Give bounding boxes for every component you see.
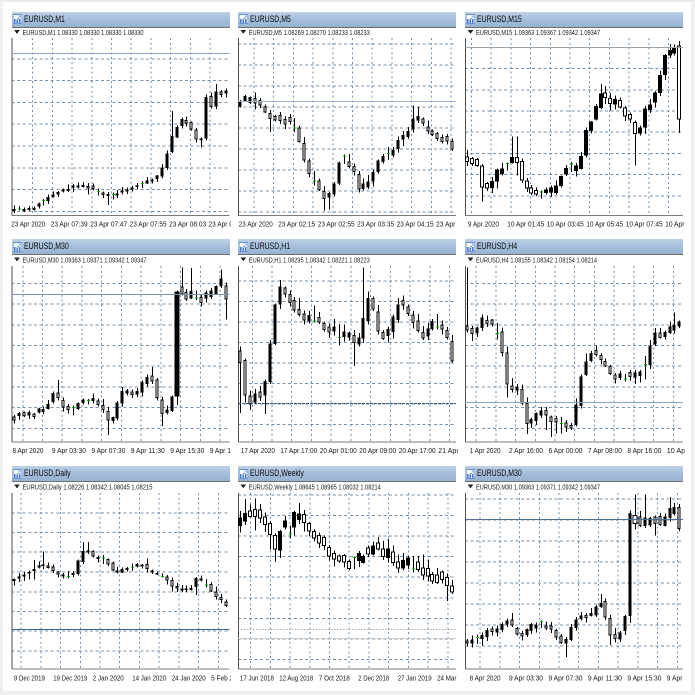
svg-text:9 Apr 15:30: 9 Apr 15:30 <box>627 676 661 683</box>
svg-text:20 Apr 09:00: 20 Apr 09:00 <box>359 448 396 455</box>
svg-text:EURUSD,M30 1.09363 1.09371 1.: EURUSD,M30 1.09363 1.09371 1.09342 1.093… <box>476 483 600 492</box>
svg-text:9 Apr 07:30: 9 Apr 07:30 <box>91 448 125 455</box>
svg-text:7 Oct 2018: 7 Oct 2018 <box>319 676 350 683</box>
svg-text:19 Dec 2019: 19 Dec 2019 <box>53 676 87 683</box>
svg-text:23 Apr 08:03: 23 Apr 08:03 <box>169 222 206 229</box>
svg-text:EURUSD,Weekly 1.08645 1.08965: EURUSD,Weekly 1.08645 1.08965 1.08032 1.… <box>249 483 381 492</box>
svg-text:9 Apr 15:30: 9 Apr 15:30 <box>170 448 204 455</box>
svg-text:9 Apr 03:30: 9 Apr 03:30 <box>52 448 86 455</box>
svg-text:10 Apr 03:45: 10 Apr 03:45 <box>547 222 584 229</box>
svg-text:2 Apr 16:00: 2 Apr 16:00 <box>509 448 543 455</box>
svg-text:24 Mar 20: 24 Mar 20 <box>437 676 465 683</box>
svg-text:23 Apr 2020: 23 Apr 2020 <box>11 222 45 229</box>
svg-text:2 Jan 2020: 2 Jan 2020 <box>93 676 124 683</box>
svg-text:23 Apr 02:55: 23 Apr 02:55 <box>318 222 355 229</box>
svg-text:10 Apr 01:45: 10 Apr 01:45 <box>507 222 544 229</box>
svg-text:9 Apr 19: 9 Apr 19 <box>667 676 692 683</box>
svg-text:23 Apr 04:15: 23 Apr 04:15 <box>397 222 434 229</box>
svg-text:8 Apr 2020: 8 Apr 2020 <box>13 448 44 455</box>
svg-text:10 Apr 05:45: 10 Apr 05:45 <box>586 222 623 229</box>
svg-text:9 Dec 2019: 9 Dec 2019 <box>14 676 45 683</box>
svg-text:EURUSD,M30 1.09363 1.09371 1.: EURUSD,M30 1.09363 1.09371 1.09342 1.093… <box>23 256 147 265</box>
svg-text:23 Apr 07:39: 23 Apr 07:39 <box>51 222 88 229</box>
svg-text:5 Feb 2: 5 Feb 2 <box>211 676 233 683</box>
svg-text:EURUSD,M15 1.09363 1.09367 1.: EURUSD,M15 1.09363 1.09367 1.09342 1.093… <box>476 28 600 37</box>
svg-text:23 Apr 2020: 23 Apr 2020 <box>239 222 273 229</box>
svg-text:EURUSD,H4 1.08155 1.08342 1.0: EURUSD,H4 1.08155 1.08342 1.08154 1.0821… <box>476 256 597 265</box>
svg-text:24 Jan 2020: 24 Jan 2020 <box>172 676 206 683</box>
svg-text:23 Apr 0: 23 Apr 0 <box>436 222 461 229</box>
svg-text:EURUSD,Daily 1.08226 1.08342: EURUSD,Daily 1.08226 1.08342 1.08045 1.0… <box>23 483 153 492</box>
svg-text:17 Jun 2018: 17 Jun 2018 <box>240 676 274 683</box>
svg-text:20 Apr 01:00: 20 Apr 01:00 <box>320 448 357 455</box>
svg-text:1 Apr 2020: 1 Apr 2020 <box>470 448 501 455</box>
svg-text:EURUSD,M5 1.08269 1.08270 1.0: EURUSD,M5 1.08269 1.08270 1.08233 1.0823… <box>249 28 370 37</box>
svg-text:23 Apr 02:15: 23 Apr 02:15 <box>278 222 315 229</box>
svg-text:12 Aug 2018: 12 Aug 2018 <box>279 676 313 683</box>
svg-text:9 Apr 07:30: 9 Apr 07:30 <box>549 676 583 683</box>
svg-text:23 Apr 07:55: 23 Apr 07:55 <box>130 222 167 229</box>
svg-text:6 Apr 00:00: 6 Apr 00:00 <box>549 448 583 455</box>
svg-text:7 Apr 08:00: 7 Apr 08:00 <box>588 448 622 455</box>
svg-text:21 Apr (: 21 Apr ( <box>438 448 464 455</box>
svg-text:10 Apr 0: 10 Apr 0 <box>665 222 690 229</box>
svg-text:23 Apr 08: 23 Apr 08 <box>209 222 237 229</box>
svg-text:8 Apr 2020: 8 Apr 2020 <box>470 676 501 683</box>
svg-text:8 Apr 16:00: 8 Apr 16:00 <box>627 448 661 455</box>
svg-text:9 Apr 2020: 9 Apr 2020 <box>468 222 499 229</box>
svg-text:14 Jan 2020: 14 Jan 2020 <box>132 676 166 683</box>
svg-text:23 Apr 03:35: 23 Apr 03:35 <box>357 222 394 229</box>
svg-text:20 Apr 17:00: 20 Apr 17:00 <box>399 448 436 455</box>
svg-text:10 Apr 07:45: 10 Apr 07:45 <box>626 222 663 229</box>
svg-text:9 Apr 11:30: 9 Apr 11:30 <box>131 448 165 455</box>
svg-text:17 Apr 17:00: 17 Apr 17:00 <box>280 448 317 455</box>
svg-text:EURUSD,H1 1.08295 1.08342 1.0: EURUSD,H1 1.08295 1.08342 1.08221 1.0822… <box>249 256 370 265</box>
svg-text:23 Apr 07:47: 23 Apr 07:47 <box>90 222 127 229</box>
svg-text:9 Apr 11:30: 9 Apr 11:30 <box>588 676 622 683</box>
svg-text:17 Apr 2020: 17 Apr 2020 <box>241 448 275 455</box>
svg-text:10 Apr (: 10 Apr ( <box>667 448 693 455</box>
svg-text:27 Jan 2019: 27 Jan 2019 <box>398 676 432 683</box>
svg-text:9 Apr 03:30: 9 Apr 03:30 <box>509 676 543 683</box>
svg-text:9 Apr 19: 9 Apr 19 <box>210 448 235 455</box>
svg-text:2 Dec 2018: 2 Dec 2018 <box>358 676 389 683</box>
svg-text:EURUSD,M1 1.08330 1.08330 1.0: EURUSD,M1 1.08330 1.08330 1.08330 1.0833… <box>23 28 144 37</box>
